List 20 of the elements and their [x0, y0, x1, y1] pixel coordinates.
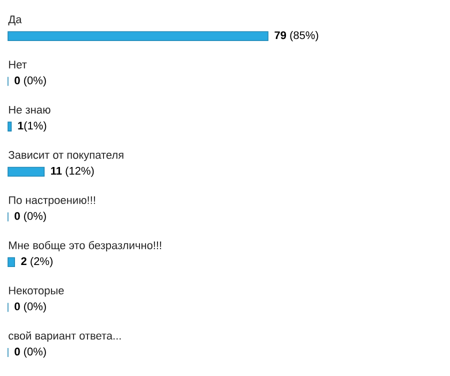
y-tick-label: Нет — [9, 60, 27, 68]
data-label: 79 (85%) — [274, 31, 318, 42]
y-tick-label: свой вариант ответа... — [8, 331, 121, 342]
data-label: 1(1%) — [18, 121, 46, 132]
y-tick-label: Некоторые — [9, 286, 64, 297]
bar — [8, 122, 12, 132]
bar — [8, 166, 45, 177]
data-label: 11 (12%) — [51, 166, 94, 177]
bar — [8, 257, 15, 268]
data-label: 0 (0%) — [14, 76, 46, 86]
bar — [8, 31, 268, 42]
y-tick-label: Зависит от покупателя — [8, 151, 124, 162]
y-tick-label: По настроению!!! — [9, 196, 95, 206]
y-tick-label: Да — [8, 16, 22, 26]
data-label: 0 (0%) — [14, 302, 46, 312]
y-tick-label: Не знаю — [9, 106, 50, 114]
y-tick-label: Мне вобще это безразлично!!! — [9, 241, 162, 252]
data-label: 0 (0%) — [14, 212, 46, 222]
data-label: 2 (2%) — [21, 256, 52, 268]
data-label: 0 (0%) — [14, 347, 46, 358]
